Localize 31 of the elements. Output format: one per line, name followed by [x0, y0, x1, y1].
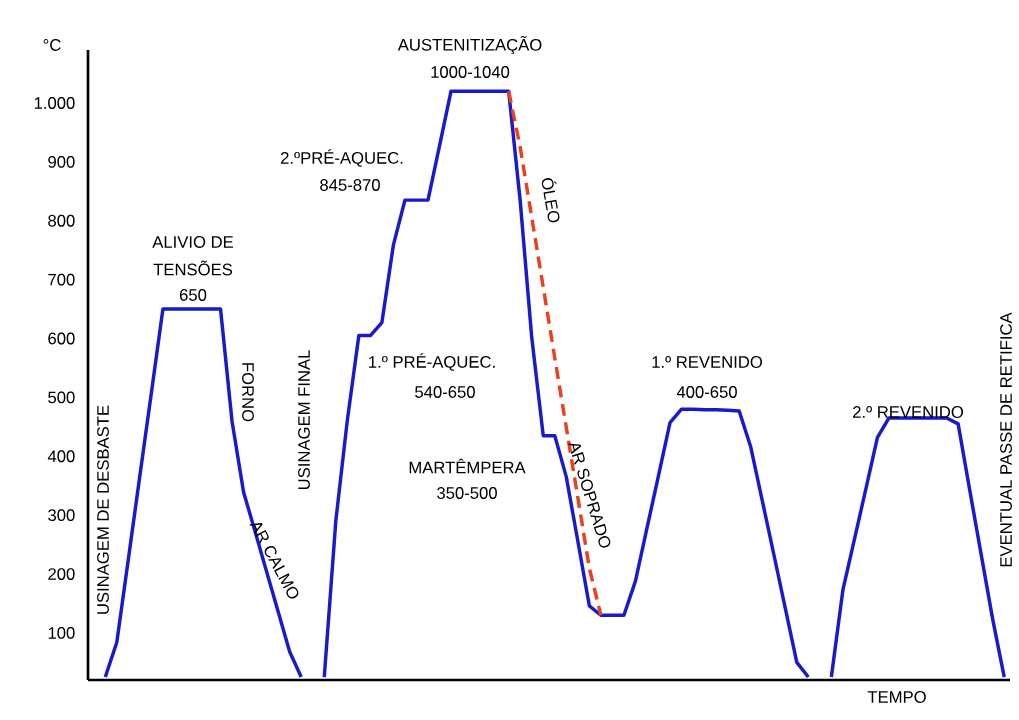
y-tick-label: 400: [47, 450, 75, 463]
y-tick-label: 500: [48, 391, 75, 404]
annotation: ALIVIO DE: [152, 236, 234, 248]
y-tick-label: 300: [48, 509, 75, 522]
y-tick-label: 100: [48, 627, 75, 639]
y-tick-label: 200: [48, 568, 75, 580]
annotation: 400-650: [676, 386, 737, 398]
y-tick-label: 600: [48, 332, 75, 345]
y-tick-label: 700: [48, 273, 75, 286]
annotation: AUSTENITIZAÇÃO: [397, 35, 542, 55]
annotation: USINAGEM FINAL: [298, 350, 310, 490]
annotation: FORNO: [242, 363, 254, 422]
annotation: TENSÕES: [153, 260, 233, 276]
annotation: USINAGEM DE DESBASTE: [97, 405, 109, 614]
annotation: 1.º PRÉ-AQUEC.: [369, 353, 495, 371]
annotation: 2.ºPRÉ-AQUEC.: [280, 149, 403, 167]
annotation: 845-870: [320, 179, 380, 191]
x-axis-title: TEMPO: [867, 691, 926, 703]
y-tick-label: 900: [48, 155, 75, 168]
annotation: 650: [179, 289, 207, 301]
annotation: 540-650: [415, 386, 475, 398]
annotation: 2.º REVENIDO: [853, 406, 964, 418]
annotation: 1000-1040: [431, 66, 510, 78]
y-axis-title: °C: [43, 39, 61, 51]
annotation: EVENTUAL PASSE DE RETIFICA: [1000, 312, 1012, 567]
y-tick-label: 800: [48, 214, 75, 227]
y-tick-label: 1.000: [34, 97, 75, 109]
annotation: 1.º REVENIDO: [652, 356, 763, 368]
annotation: ÓLEO: [541, 178, 560, 223]
annotation: MARTÊMPERA: [409, 458, 526, 474]
annotation: 350-500: [437, 487, 497, 499]
